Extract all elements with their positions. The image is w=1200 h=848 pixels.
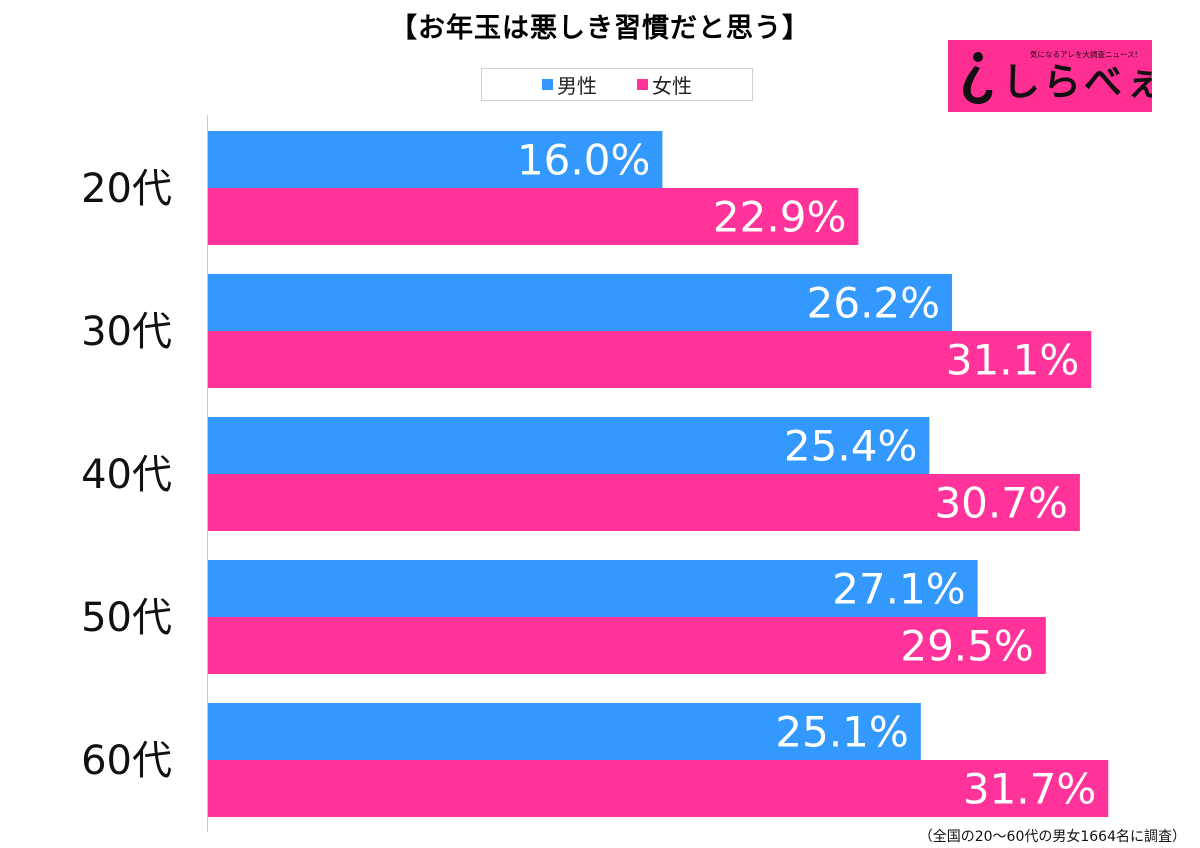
legend-swatch-male [542,79,553,90]
data-label-male: 16.0% [517,136,650,185]
legend-swatch-female [637,79,648,90]
bar-male [208,274,953,331]
category-label: 20代 [81,166,172,212]
data-label-female: 22.9% [713,193,846,242]
category-label: 30代 [81,309,172,355]
footnote: （全国の20〜60代の男女1664名に調査） [918,829,1186,845]
bar-male [208,703,921,760]
brand-logo: 気になるアレを大調査ニュース! しらべぇ [948,40,1152,112]
category-label: 50代 [81,595,172,641]
logo-tagline: 気になるアレを大調査ニュース! [1030,49,1138,59]
category-label: 60代 [81,738,172,784]
data-label-male: 26.2% [807,279,940,328]
data-label-male: 25.1% [775,708,908,757]
bars-layer: 20代 16.0% 22.9% 30代 26.2%31.1% 40代 25.4% 30.7% 5… [81,131,1109,817]
legend-label-male: 男性 [557,74,597,98]
data-label-female: 31.1% [946,336,1079,385]
bar-male [208,417,930,474]
legend-item-male: 男性 [542,70,597,99]
chart-title: 【お年玉は悪しき習慣だと思う】 [390,13,810,44]
data-label-female: 29.5% [900,622,1033,671]
data-label-female: 30.7% [934,479,1067,528]
data-label-male: 25.4% [784,422,917,471]
bar-female [208,617,1046,674]
bar-female [208,188,859,245]
logo-wordmark: しらべぇ [1002,59,1152,104]
bar-female [208,331,1092,388]
bar-female [208,760,1109,817]
data-label-male: 27.1% [832,565,965,614]
bar-male [208,560,978,617]
bar-male [208,131,663,188]
legend-item-female: 女性 [637,70,692,99]
legend-label-female: 女性 [652,74,692,98]
data-label-female: 31.7% [963,765,1096,814]
category-label: 40代 [81,452,172,498]
bar-female [208,474,1080,531]
legend: 男性 女性 [481,68,753,101]
logo-mascot-icon [963,52,993,105]
